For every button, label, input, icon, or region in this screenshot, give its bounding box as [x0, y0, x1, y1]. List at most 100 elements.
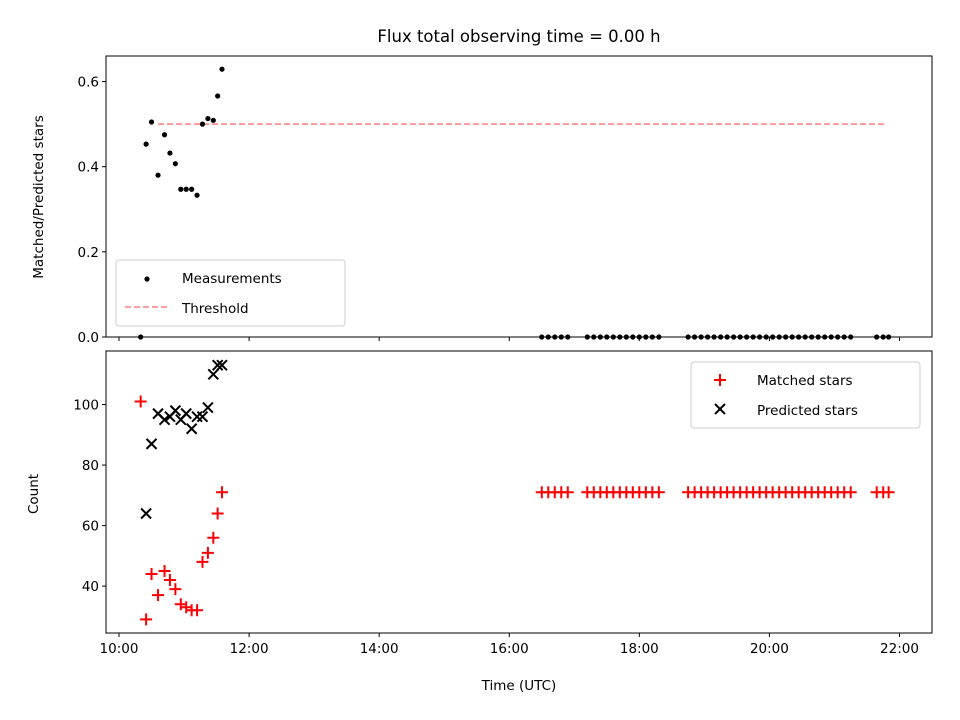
measurement-point	[584, 334, 590, 340]
matched-point	[207, 531, 220, 544]
predicted-point	[202, 401, 214, 414]
legend-threshold-label: Threshold	[181, 301, 249, 317]
measurement-point	[809, 334, 815, 340]
count-panel: 40 60 80 100 10:00 12:00 14:00 16:00 18:00 20:00 2…	[73, 350, 933, 657]
y-tick-label: 40	[82, 579, 99, 595]
predicted-point	[185, 423, 198, 435]
measurement-point	[597, 334, 603, 340]
legend-predicted-label: Predicted stars	[757, 403, 858, 419]
matched-point	[152, 589, 165, 602]
y-tick-label: 100	[73, 398, 99, 414]
measurement-point	[783, 334, 789, 340]
measurement-point	[874, 334, 880, 340]
measurement-point	[698, 334, 704, 340]
y-tick-label: 0.6	[78, 75, 99, 91]
y-tick-label: 0.4	[78, 160, 99, 176]
matched-point	[163, 574, 176, 587]
measurement-point	[604, 334, 610, 340]
matched-point	[561, 486, 574, 499]
matched-point	[211, 507, 224, 520]
measurement-point	[552, 334, 558, 340]
matched-point	[180, 601, 193, 614]
measurement-point	[194, 192, 200, 198]
measurement-point	[649, 334, 655, 340]
measurement-point	[623, 334, 629, 340]
y-tick-label: 0.2	[78, 245, 99, 261]
measurement-point	[880, 334, 886, 340]
matched-point	[169, 583, 182, 596]
matched-point	[882, 486, 895, 499]
measurement-point	[848, 334, 854, 340]
predicted-point	[140, 507, 152, 520]
measurement-point	[178, 186, 184, 192]
measurement-point	[656, 334, 662, 340]
measurement-point	[770, 334, 776, 340]
measurement-point	[210, 117, 216, 123]
measurement-point	[757, 334, 763, 340]
measurement-point	[148, 119, 155, 125]
measurement-point	[744, 334, 750, 340]
measurement-point	[199, 121, 206, 127]
predicted-point	[158, 413, 171, 426]
predicted-point	[196, 410, 209, 423]
measurement-point	[205, 115, 211, 122]
ratio-panel: 0.0 0.2 0.4 0.6 Measurements Threshold	[78, 55, 933, 346]
x-tick-label: 20:00	[750, 641, 789, 657]
plot-frame	[105, 350, 933, 634]
x-tick-label: 10:00	[100, 641, 139, 657]
measurement-point	[886, 334, 892, 340]
x-tick-label: 16:00	[490, 641, 529, 657]
legend-measurement-marker	[144, 276, 150, 282]
measurement-point	[815, 334, 821, 340]
measurement-point	[636, 334, 642, 340]
measurement-point	[172, 161, 178, 167]
measurement-point	[685, 334, 691, 340]
measurement-point	[828, 334, 834, 340]
measurement-point	[219, 66, 225, 72]
matched-point	[844, 486, 857, 499]
measurement-point	[711, 334, 717, 340]
measurement-point	[796, 334, 802, 340]
matched-point	[134, 395, 147, 408]
predicted-point	[207, 368, 220, 381]
measurement-point	[835, 334, 841, 340]
measurement-point	[558, 334, 564, 340]
legend-predicted-marker	[714, 403, 726, 415]
measurement-point	[718, 334, 724, 340]
matched-point	[196, 555, 209, 568]
measurement-point	[161, 132, 168, 138]
measurement-point	[215, 93, 221, 99]
measurement-point	[705, 334, 711, 340]
measurement-point	[737, 334, 743, 340]
predicted-point	[216, 359, 228, 371]
legend-box	[115, 259, 346, 327]
measurement-point	[822, 334, 828, 340]
matched-point	[140, 613, 153, 626]
measurement-point	[643, 334, 649, 340]
predicted-point	[169, 404, 182, 417]
predicted-point	[211, 359, 224, 371]
measurement-point	[724, 334, 730, 340]
measurement-point	[630, 334, 636, 340]
predicted-point	[191, 410, 203, 423]
measurement-point	[539, 334, 545, 340]
measurement-point	[155, 172, 161, 178]
x-axis-label: Time (UTC)	[481, 678, 557, 694]
matched-point	[191, 604, 204, 617]
measurement-point	[167, 150, 173, 156]
measurement-point	[692, 334, 698, 340]
measurement-point	[591, 334, 597, 340]
predicted-point	[180, 407, 192, 420]
measurement-point	[789, 334, 795, 340]
y-tick-label: 0.0	[78, 330, 99, 346]
matched-point	[145, 567, 158, 580]
x-tick-label: 12:00	[230, 641, 269, 657]
measurement-point	[841, 334, 847, 340]
matched-point	[174, 598, 187, 611]
measurement-point	[776, 334, 782, 340]
matched-point	[215, 486, 228, 499]
figure-title: Flux total observing time = 0.00 h	[377, 27, 660, 46]
x-tick-label: 22:00	[880, 641, 919, 657]
x-tick-label: 14:00	[360, 641, 399, 657]
measurement-point	[189, 186, 195, 192]
